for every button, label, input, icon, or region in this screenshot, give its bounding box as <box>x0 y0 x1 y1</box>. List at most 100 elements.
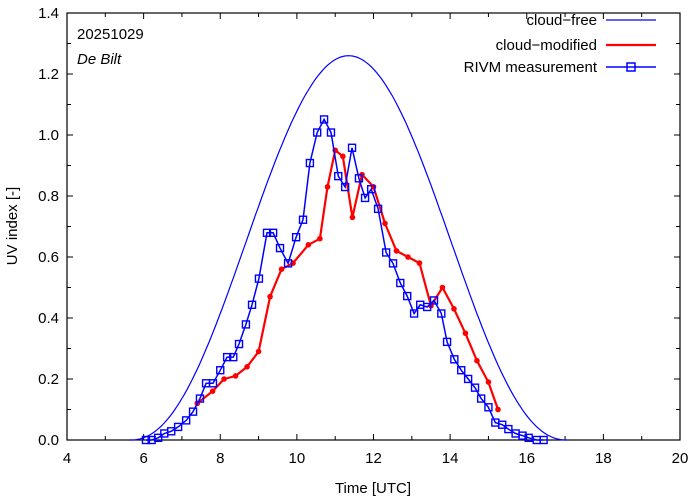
x-tick-label: 14 <box>442 450 459 467</box>
rivm-measurement-point <box>222 352 232 362</box>
rivm-measurement-point <box>254 274 264 283</box>
rivm-measurement-point <box>457 366 466 375</box>
cloud-modified-point <box>324 184 331 190</box>
rivm-measurement-point <box>539 435 548 445</box>
cloud-modified-point <box>317 235 323 242</box>
cloud-modified-point <box>349 214 356 221</box>
x-tick-label: 12 <box>365 450 382 467</box>
rivm-measurement-point <box>470 383 480 392</box>
rivm-measurement-point <box>291 232 301 242</box>
rivm-measurement-point <box>367 185 376 194</box>
rivm-measurement-point <box>305 158 315 168</box>
rivm-measurement-point <box>340 182 350 192</box>
cloud-modified-point <box>451 306 457 312</box>
series-cloud-free <box>130 55 567 441</box>
y-tick-label: 1.0 <box>38 127 59 144</box>
rivm-measurement-point <box>524 433 533 443</box>
y-tick-label: 0.8 <box>38 188 59 205</box>
rivm-measurement-point <box>484 403 493 412</box>
x-tick-label: 8 <box>216 450 224 467</box>
series-cloud-modified <box>194 147 501 413</box>
series-rivm-measurement <box>141 115 548 445</box>
x-tick-label: 4 <box>63 450 71 467</box>
rivm-measurement-point <box>153 433 163 443</box>
rivm-measurement-point <box>234 339 244 349</box>
cloud-modified-point <box>305 242 312 248</box>
rivm-measurement-point <box>141 435 151 445</box>
rivm-measurement-point <box>422 302 432 312</box>
location-annotation: De Bilt <box>77 51 122 68</box>
rivm-measurement-point <box>326 128 336 137</box>
cloud-modified-point <box>393 248 400 254</box>
x-tick-label: 20 <box>672 450 689 467</box>
rivm-measurement-point <box>241 320 251 329</box>
cloud-modified-point <box>405 254 411 260</box>
rivm-measurement-point <box>388 259 398 268</box>
cloud-modified-point <box>232 373 239 379</box>
x-tick-label: 10 <box>289 450 306 467</box>
legend-label-cloud-free: cloud−free <box>527 12 597 29</box>
plot-frame <box>66 12 681 441</box>
legend-marker-rivm-measurement <box>626 62 636 72</box>
rivm-measurement-point <box>188 407 198 416</box>
x-tick-label: 18 <box>595 450 612 467</box>
rivm-measurement-point <box>216 366 225 375</box>
rivm-measurement-point <box>195 394 205 403</box>
rivm-measurement-point <box>396 278 405 288</box>
cloud-modified-point <box>255 348 262 355</box>
x-tick-label: 16 <box>518 450 535 467</box>
cloud-modified-point <box>278 266 285 273</box>
rivm-measurement-point <box>208 379 218 388</box>
rivm-measurement-point <box>262 228 272 238</box>
rivm-measurement-point <box>247 300 257 309</box>
date-annotation: 20251029 <box>77 26 144 43</box>
cloud-free-line <box>130 55 567 441</box>
legend-label-cloud-modified: cloud−modified <box>496 37 597 54</box>
cloud-modified-point <box>209 388 216 395</box>
cloud-modified-point <box>485 379 492 385</box>
rivm-measurement-point <box>476 394 486 403</box>
rivm-measurement-point <box>429 296 439 305</box>
rivm-measurement-point <box>173 422 183 432</box>
rivm-measurement-point <box>167 427 176 436</box>
x-tick-label: 6 <box>139 450 147 467</box>
rivm-measurement-point <box>354 174 364 183</box>
rivm-measurement-point <box>312 128 322 137</box>
cloud-modified-point <box>462 330 469 337</box>
y-tick-label: 0.6 <box>38 249 59 266</box>
rivm-measurement-point <box>437 309 446 318</box>
cloud-modified-point <box>382 220 388 227</box>
cloud-modified-point <box>340 153 346 160</box>
legend-label-rivm-measurement: RIVM measurement <box>464 59 598 76</box>
rivm-measurement-point <box>504 424 513 434</box>
y-tick-label: 0.2 <box>38 371 59 388</box>
rivm-measurement-point <box>463 374 473 384</box>
rivm-measurement-point <box>450 355 459 364</box>
cloud-modified-point <box>439 284 446 291</box>
rivm-measurement-point <box>498 420 507 429</box>
rivm-measurement-point <box>334 171 343 181</box>
rivm-measurement-point <box>518 431 527 440</box>
y-axis-title: UV index [-] <box>4 187 21 265</box>
rivm-measurement-point <box>283 259 293 268</box>
y-tick-label: 0.4 <box>38 310 59 327</box>
cloud-modified-point <box>416 260 423 266</box>
rivm-measurement-point <box>360 193 370 203</box>
rivm-measurement-point <box>268 228 278 238</box>
rivm-measurement-point <box>298 215 308 224</box>
rivm-measurement-point <box>319 115 329 124</box>
cloud-modified-point <box>495 406 501 413</box>
rivm-measurement-point <box>229 352 238 362</box>
rivm-measurement-point <box>181 416 191 425</box>
rivm-measurement-point <box>347 143 357 152</box>
rivm-measurement-point <box>275 243 285 253</box>
rivm-measurement-point <box>373 204 383 214</box>
rivm-measurement-point <box>409 309 419 318</box>
cloud-modified-point <box>221 376 227 382</box>
x-axis-title: Time [UTC] <box>335 480 411 497</box>
y-tick-label: 1.4 <box>38 5 59 22</box>
cloud-modified-point <box>474 357 480 364</box>
y-tick-label: 1.2 <box>38 66 59 83</box>
cloud-modified-point <box>244 364 250 370</box>
